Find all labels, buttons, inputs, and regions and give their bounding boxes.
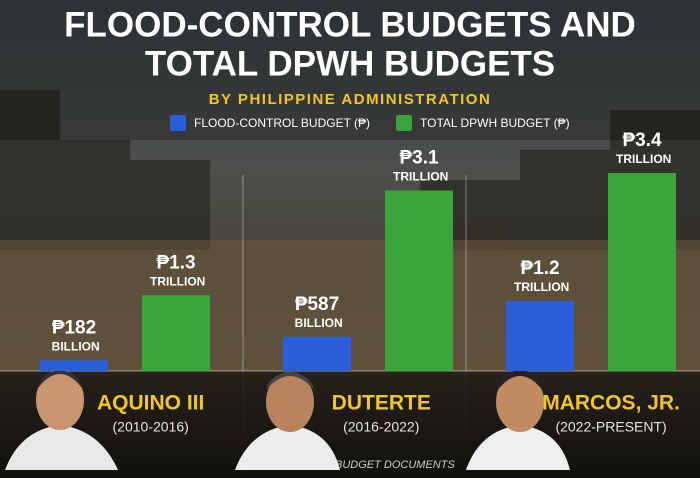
chart-subtitle: BY PHILIPPINE ADMINISTRATION bbox=[209, 91, 492, 108]
legend-swatch bbox=[396, 115, 412, 131]
period-label: (2022-PRESENT) bbox=[555, 419, 666, 435]
chart-title: FLOOD-CONTROL BUDGETS AND bbox=[64, 5, 636, 44]
bar bbox=[506, 301, 574, 371]
value-label: ₱1.2 TRILLION bbox=[511, 258, 570, 294]
category-label: AQUINO III bbox=[97, 392, 204, 415]
period-label: (2010-2016) bbox=[113, 419, 189, 435]
title-shade bbox=[0, 0, 700, 140]
portrait bbox=[235, 372, 340, 470]
value-label: ₱182 BILLION bbox=[48, 317, 99, 353]
bar bbox=[283, 336, 351, 371]
bar bbox=[142, 295, 210, 371]
bar bbox=[40, 360, 108, 371]
chart-title: TOTAL DPWH BUDGETS bbox=[145, 44, 555, 83]
value-label: ₱3.4 TRILLION bbox=[613, 130, 672, 166]
bar bbox=[608, 173, 676, 371]
legend-label: TOTAL DPWH BUDGET (₱) bbox=[420, 116, 570, 130]
value-label: ₱1.3 TRILLION bbox=[147, 252, 206, 288]
period-label: (2016-2022) bbox=[343, 419, 419, 435]
bar bbox=[385, 190, 453, 371]
category-label: MARCOS, JR. bbox=[542, 392, 680, 415]
legend-swatch bbox=[170, 115, 186, 131]
category-label: DUTERTE bbox=[332, 392, 431, 415]
bottom-band bbox=[0, 371, 700, 478]
portrait bbox=[466, 370, 570, 470]
value-label: ₱587 BILLION bbox=[291, 294, 342, 330]
value-label: ₱3.1 TRILLION bbox=[390, 147, 449, 183]
legend-label: FLOOD-CONTROL BUDGET (₱) bbox=[194, 116, 370, 130]
portrait bbox=[5, 370, 118, 470]
